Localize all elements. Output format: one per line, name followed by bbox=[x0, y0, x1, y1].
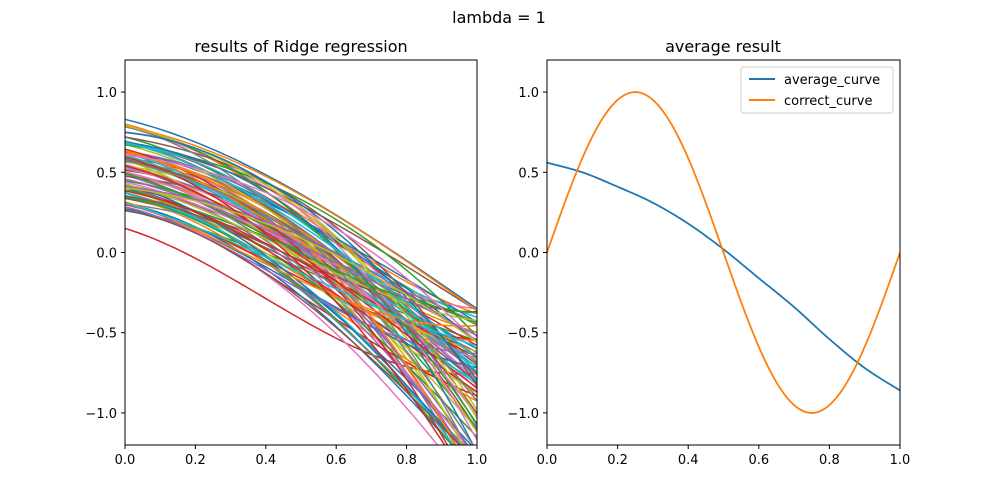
ridge-results-ytick-label: 0.0 bbox=[96, 247, 117, 262]
legend-label-average-curve: average_curve bbox=[784, 73, 880, 88]
ridge-fit-curve bbox=[125, 125, 474, 445]
average-result-ytick-label: 1.0 bbox=[518, 86, 539, 101]
average-result-xtick-label: 0.4 bbox=[678, 453, 699, 468]
ridge-fit-curve bbox=[125, 178, 477, 337]
average-result-xtick-label: 0.6 bbox=[748, 453, 769, 468]
legend: average_curve correct_curve bbox=[740, 66, 894, 114]
average-result-xtick-label: 0.8 bbox=[819, 453, 840, 468]
average-result-xtick-label: 1.0 bbox=[890, 453, 911, 468]
ridge-fit-curve bbox=[125, 156, 446, 445]
ridge-results-ytick-label: 1.0 bbox=[96, 86, 117, 101]
ridge-fit-curve bbox=[125, 118, 477, 310]
legend-label-correct-curve: correct_curve bbox=[784, 94, 872, 109]
ridge-fit-curve bbox=[125, 203, 454, 445]
average-result-ytick-label: −0.5 bbox=[507, 327, 539, 342]
ridge-fit-curve bbox=[125, 141, 477, 360]
average-result-axes: average result 0.0 0.2 0.4 0.6 0.8 1.0 −1.0 −0.… bbox=[507, 37, 910, 468]
ridge-results-ticks: 0.0 0.2 0.4 0.6 0.8 1.0 −1.0 −0.5 0.0 0.5 1.0 bbox=[85, 86, 487, 468]
ridge-results-xtick-label: 0.0 bbox=[115, 453, 136, 468]
figure-suptitle: lambda = 1 bbox=[452, 8, 546, 27]
ridge-fit-curve bbox=[125, 167, 477, 417]
ridge-fit-curve bbox=[125, 154, 477, 344]
average-result-xtick-label: 0.2 bbox=[607, 453, 628, 468]
ridge-results-ytick-label: 0.5 bbox=[96, 166, 117, 181]
average-result-ticks: 0.0 0.2 0.4 0.6 0.8 1.0 −1.0 −0.5 0.0 0.5 1.0 bbox=[507, 86, 910, 468]
ridge-results-title: results of Ridge regression bbox=[194, 37, 407, 56]
average-result-ytick-label: 0.0 bbox=[518, 247, 539, 262]
average-curve-line bbox=[547, 161, 900, 392]
average-result-ytick-label: −1.0 bbox=[507, 407, 539, 422]
ridge-results-ytick-label: −0.5 bbox=[85, 327, 117, 342]
ridge-fit-curve bbox=[125, 136, 477, 387]
ridge-fit-curve bbox=[125, 141, 474, 445]
ridge-fit-curve bbox=[125, 190, 477, 358]
average-result-frame bbox=[546, 59, 901, 446]
ridge-fit-curve bbox=[125, 209, 461, 445]
ridge-fit-curve bbox=[125, 165, 477, 389]
legend-box bbox=[740, 66, 894, 114]
ridge-fit-curve bbox=[125, 159, 477, 402]
average-result-xtick-label: 0.0 bbox=[537, 453, 558, 468]
ridge-results-xtick-label: 0.8 bbox=[396, 453, 417, 468]
ridge-results-frame bbox=[124, 59, 478, 446]
average-result-ytick-label: 0.5 bbox=[518, 166, 539, 181]
ridge-fit-curve bbox=[125, 125, 477, 312]
ridge-results-ytick-label: −1.0 bbox=[85, 407, 117, 422]
ridge-fit-curve bbox=[125, 158, 477, 414]
ridge-fit-curve bbox=[125, 131, 477, 381]
ridge-results-axes: results of Ridge regression 0.0 0.2 0.4 0.6… bbox=[85, 37, 487, 468]
ridge-results-xtick-label: 0.4 bbox=[255, 453, 276, 468]
ridge-results-xtick-label: 1.0 bbox=[467, 453, 488, 468]
average-result-plot-area bbox=[547, 91, 900, 414]
ridge-fit-curve bbox=[125, 152, 457, 445]
ridge-results-xtick-label: 0.2 bbox=[185, 453, 206, 468]
ridge-fit-curve bbox=[125, 187, 477, 343]
ridge-results-xtick-label: 0.6 bbox=[326, 453, 347, 468]
ridge-fit-curve bbox=[125, 143, 477, 373]
ridge-fit-curve bbox=[125, 202, 477, 347]
ridge-fit-curve bbox=[125, 201, 477, 327]
correct-curve-line bbox=[547, 91, 900, 414]
ridge-results-plot-area bbox=[125, 118, 477, 445]
average-result-title: average result bbox=[665, 37, 781, 56]
ridge-fit-curve bbox=[125, 183, 461, 445]
